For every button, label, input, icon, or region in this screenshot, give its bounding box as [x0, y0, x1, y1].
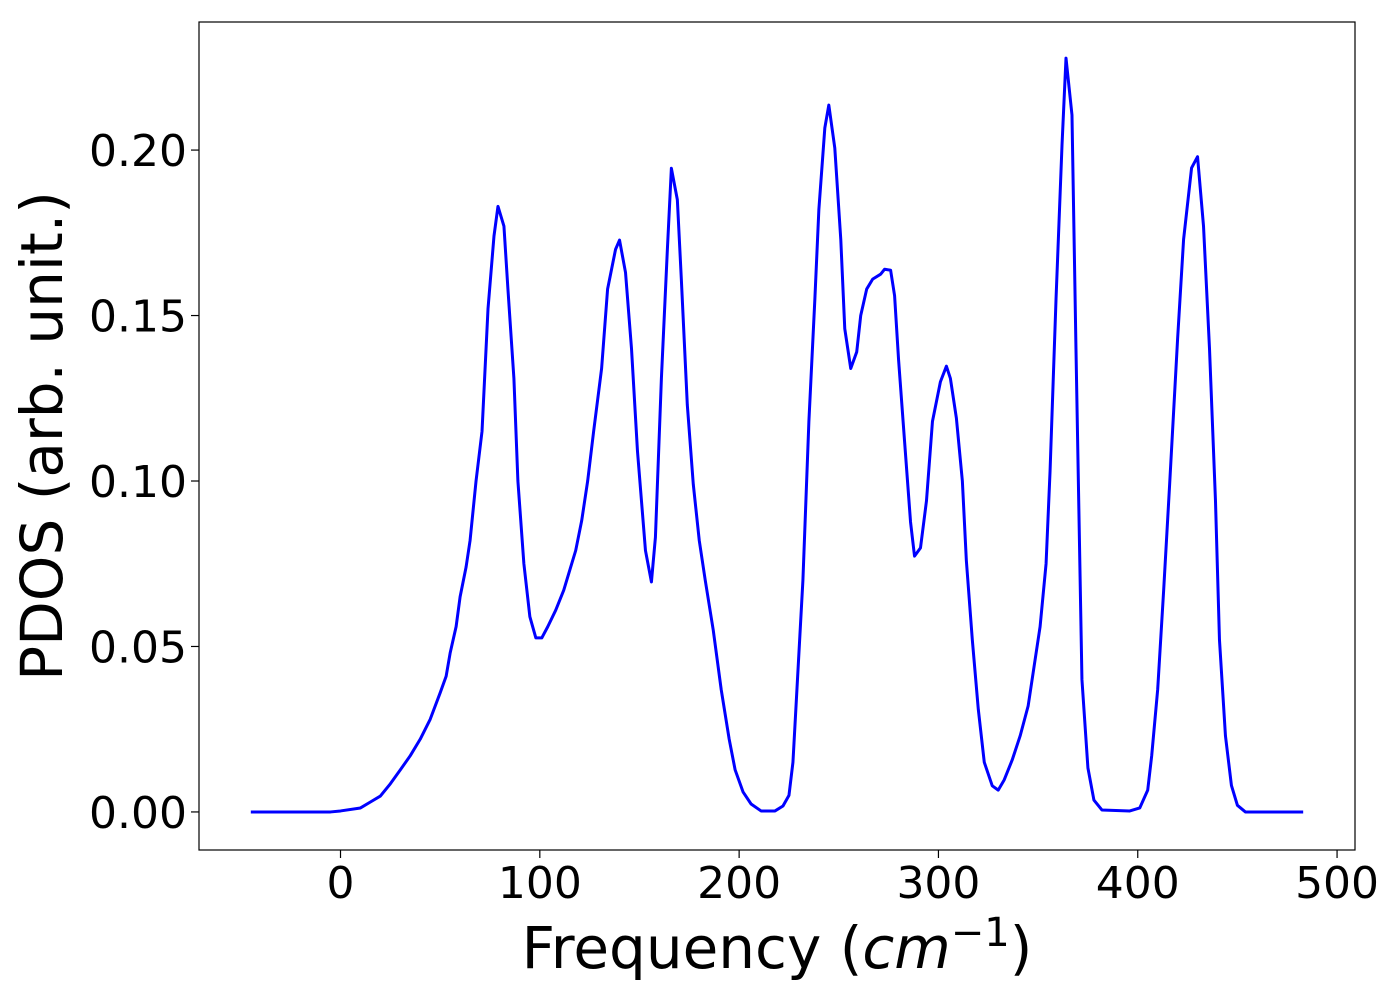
y-tick-label: 0.20: [89, 126, 187, 177]
data-line: [250, 56, 1304, 814]
axes-frame: [198, 21, 1356, 851]
y-tick-label: 0.05: [89, 622, 187, 673]
y-tick-label: 0.00: [89, 788, 187, 839]
plot-area: [250, 56, 1304, 814]
x-axis-label-exponent: −1: [951, 910, 1010, 956]
x-axis-label: Frequency (cm−1): [522, 910, 1033, 982]
y-tick-label: 0.15: [89, 292, 187, 343]
x-axis-label-math: cm: [862, 914, 950, 982]
x-tick-label: 100: [498, 858, 582, 909]
x-tick-label: 300: [896, 858, 980, 909]
x-tick-label: 200: [697, 858, 781, 909]
x-axis-label-text: Frequency (: [522, 914, 863, 982]
y-axis-label: PDOS (arb. unit.): [8, 191, 76, 681]
y-tick-label: 0.10: [89, 457, 187, 508]
x-tick-label: 500: [1295, 858, 1379, 909]
x-tick-label: 0: [327, 858, 355, 909]
x-axis-label-close: ): [1010, 914, 1033, 982]
x-tick-label: 400: [1096, 858, 1180, 909]
